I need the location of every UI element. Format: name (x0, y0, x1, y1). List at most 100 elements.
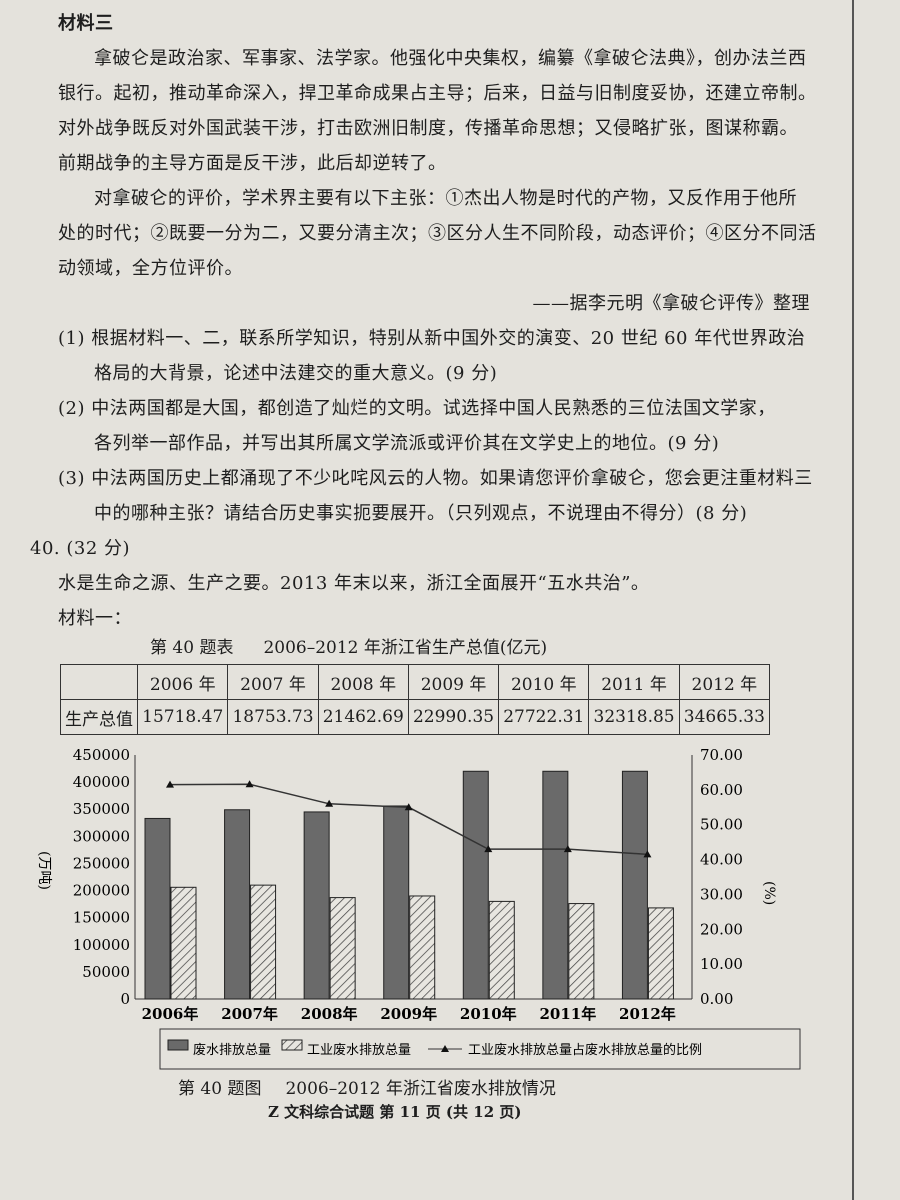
question-2: (2) 中法两国都是大国，都创造了灿烂的文明。试选择中国人民熟悉的三位法国文学家… (58, 391, 850, 461)
text-line: 银行。起初，推动革命深入，捍卫革命成果占主导；后来，日益与旧制度妥协，还建立帝制… (58, 83, 817, 104)
ratio-point (643, 850, 652, 858)
table-row: 2006 年 2007 年 2008 年 2009 年 2010 年 2011 年 2012… (59, 664, 771, 700)
text-line: 处的时代；②既要一分为二，又要分清主次；③区分人生不同阶段，动态评价；④区分不同… (58, 223, 817, 244)
legend-label: 工业废水排放总量 (307, 1042, 411, 1058)
table-cell: 27722.31 (498, 699, 590, 735)
text-line: (3) 中法两国历史上都涌现了不少叱咤风云的人物。如果请您评价拿破仑，您会更注重… (58, 468, 813, 489)
x-tick-label: 2006年 (142, 1005, 199, 1023)
table-row: 生产总值 15718.47 18753.73 21462.69 22990.35 277… (59, 699, 771, 735)
y-tick-label: 100000 (73, 936, 130, 954)
text-line: 动领域，全方位评价。 (58, 258, 243, 279)
y-tick-label: 400000 (73, 773, 130, 791)
text-line: 对外战争既反对外国武装干涉，打击欧洲旧制度，传播革命思想；又侵略扩张，图谋称霸。 (58, 118, 798, 139)
source-note: ——据李元明《拿破仑评传》整理 (532, 293, 810, 314)
bar-industrial-wastewater (409, 895, 436, 1000)
question-1: (1) 根据材料一、二，联系所学知识，特别从新中国外交的演变、20 世纪 60 … (58, 321, 850, 391)
legend-swatch-total (167, 1039, 189, 1051)
q40-number: 40. (32 分) (30, 538, 131, 559)
wastewater-chart: 0 50000 100000 150000 200000 250000 300000 3500… (36, 746, 801, 1070)
y-tick-label: 0 (120, 990, 130, 1008)
table-title: 2006–2012 年浙江省生产总值(亿元) (263, 638, 548, 658)
y-tick-label: 300000 (73, 827, 130, 845)
y-tick-label: 450000 (73, 746, 130, 764)
table-cell: 2010 年 (498, 664, 590, 700)
bar-total-wastewater (383, 805, 410, 1000)
table-cell: 21462.69 (317, 699, 409, 735)
legend-box (159, 1028, 801, 1070)
chart-label: 第 40 题图 (178, 1079, 262, 1099)
bar-total-wastewater (621, 770, 648, 1000)
bar-total-wastewater (542, 770, 569, 1000)
question-3: (3) 中法两国历史上都涌现了不少叱咤风云的人物。如果请您评价拿破仑，您会更注重… (58, 461, 850, 531)
bar-total-wastewater (303, 811, 330, 1000)
x-tick-label: 2009年 (380, 1005, 437, 1023)
bar-total-wastewater (144, 817, 171, 1000)
bar-total-wastewater (224, 809, 251, 1000)
page-footer: Z 文科综合试题 第 11 页 (共 12 页) (268, 1103, 522, 1121)
y2-tick-label: 50.00 (700, 816, 743, 834)
y-axis-label: (万吨) (36, 851, 52, 890)
text-line: 对拿破仑的评价，学术界主要有以下主张：①杰出人物是时代的产物，又反作用于他所 (94, 188, 797, 209)
questions: (1) 根据材料一、二，联系所学知识，特别从新中国外交的演变、20 世纪 60 … (0, 321, 850, 531)
ratio-point (563, 845, 572, 853)
y2-axis-label: (%) (761, 881, 777, 905)
bar-industrial-wastewater (170, 886, 197, 1000)
table-cell: 15718.47 (137, 699, 229, 735)
chart-caption: 第 40 题图 2006–2012 年浙江省废水排放情况 (0, 1077, 850, 1101)
bar-industrial-wastewater (568, 903, 595, 1000)
gdp-table: 2006 年 2007 年 2008 年 2009 年 2010 年 2011 年 2012… (59, 664, 771, 735)
y2-tick-label: 30.00 (700, 885, 743, 903)
y-tick-label: 200000 (73, 882, 130, 900)
y2-tick-label: 20.00 (700, 920, 743, 938)
x-tick-label: 2010年 (460, 1005, 517, 1023)
text-line: 前期战争的主导方面是反干涉，此后却逆转了。 (58, 153, 447, 174)
table-cell: 2011 年 (588, 664, 680, 700)
table-cell: 18753.73 (227, 699, 319, 735)
text-line: 拿破仑是政治家、军事家、法学家。他强化中央集权，编纂《拿破仑法典》，创办法兰西 (94, 48, 807, 69)
x-tick-label: 2008年 (301, 1005, 358, 1023)
y2-tick-label: 40.00 (700, 851, 743, 869)
ratio-point (166, 780, 174, 788)
text-line: 中的哪种主张？请结合历史事实扼要展开。（只列观点，不说理由不得分）(8 分) (94, 503, 748, 524)
page-content: 材料三 拿破仑是政治家、军事家、法学家。他强化中央集权，编纂《拿破仑法典》，创办… (0, 6, 850, 1123)
chart-title: 2006–2012 年浙江省废水排放情况 (285, 1079, 556, 1099)
y2-tick-label: 60.00 (700, 781, 743, 799)
table-cell: 2007 年 (227, 664, 319, 700)
row-header: 生产总值 (59, 699, 139, 735)
text-line: (1) 根据材料一、二，联系所学知识，特别从新中国外交的演变、20 世纪 60 … (58, 328, 806, 349)
ratio-point (245, 780, 254, 788)
page-margin-line (852, 0, 854, 1200)
material1-heading: 材料一： (58, 608, 132, 629)
material3-body: 拿破仑是政治家、军事家、法学家。他强化中央集权，编纂《拿破仑法典》，创办法兰西 … (0, 41, 850, 321)
text-line: 各列举一部作品，并写出其所属文学流派或评价其在文学史上的地位。(9 分) (94, 433, 720, 454)
y-tick-label: 250000 (73, 854, 130, 872)
table-label: 第 40 题表 (150, 638, 234, 658)
bar-total-wastewater (462, 770, 489, 1000)
table-cell: 2012 年 (678, 664, 771, 700)
table-cell: 2009 年 (407, 664, 500, 700)
material3-heading: 材料三 (58, 13, 114, 34)
ratio-point (404, 803, 413, 811)
ratio-point (484, 845, 493, 853)
x-tick-label: 2012年 (619, 1005, 676, 1023)
x-tick-label: 2007年 (221, 1005, 278, 1023)
text-line: (2) 中法两国都是大国，都创造了灿烂的文明。试选择中国人民熟悉的三位法国文学家… (58, 398, 776, 419)
bar-industrial-wastewater (647, 907, 674, 1000)
bar-industrial-wastewater (250, 884, 277, 1000)
legend-marker (441, 1045, 449, 1052)
y-tick-label: 350000 (73, 800, 130, 818)
legend-label: 废水排放总量 (193, 1042, 271, 1058)
text-line: 格局的大背景，论述中法建交的重大意义。(9 分) (94, 363, 498, 384)
q40-intro: 水是生命之源、生产之要。2013 年末以来，浙江全面展开“五水共治”。 (58, 573, 650, 594)
table-cell: 34665.33 (678, 699, 771, 735)
table-cell: 22990.35 (407, 699, 500, 735)
y-tick-label: 150000 (73, 909, 130, 927)
bar-industrial-wastewater (488, 900, 515, 1000)
table-cell: 2006 年 (137, 664, 229, 700)
table-cell: 2008 年 (317, 664, 409, 700)
x-tick-label: 2011年 (539, 1005, 596, 1023)
bar-industrial-wastewater (329, 897, 356, 1000)
y2-tick-label: 10.00 (700, 955, 743, 973)
table-cell: 32318.85 (588, 699, 680, 735)
table-caption: 第 40 题表 2006–2012 年浙江省生产总值(亿元) (0, 636, 850, 660)
